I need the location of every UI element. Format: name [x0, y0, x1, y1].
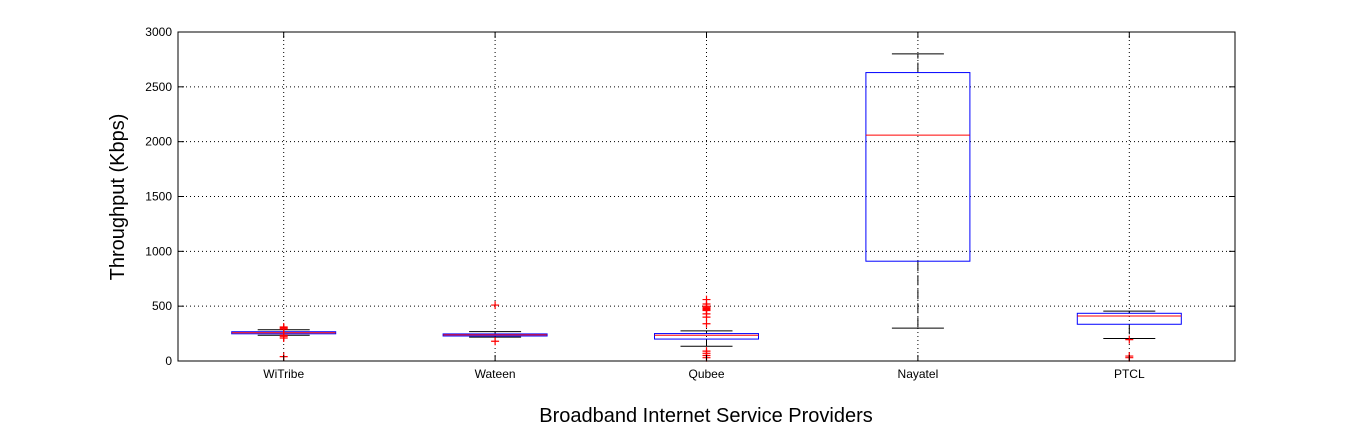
box-series: [231, 53, 1182, 362]
box-wateen: [442, 301, 548, 346]
outlier-point: [1125, 335, 1134, 344]
grid-lines: [178, 32, 1235, 361]
outlier-point: [491, 337, 500, 346]
y-tick-label: 3000: [145, 25, 172, 39]
y-tick-label: 0: [165, 354, 172, 368]
x-tick-label: PTCL: [1114, 367, 1145, 381]
outlier-point: [702, 295, 711, 304]
y-axis-title: Throughput (Kbps): [107, 114, 129, 281]
axis-ticks: 0 500 1000 1500 2000 2500 3000 WiTribe Wateen Qub…: [145, 25, 1235, 381]
x-tick-label: Qubee: [688, 367, 724, 381]
x-tick-label: WiTribe: [263, 367, 304, 381]
y-tick-label: 2500: [145, 80, 172, 94]
y-tick-label: 2000: [145, 135, 172, 149]
outlier-point: [279, 323, 288, 332]
y-tick-label: 1500: [145, 190, 172, 204]
x-tick-label: Wateen: [475, 367, 516, 381]
x-tick-label: Nayatel: [898, 367, 939, 381]
outlier-point: [491, 301, 500, 310]
iqr-box: [1076, 312, 1182, 325]
outlier-point: [702, 347, 711, 356]
box-nayatel: [865, 53, 971, 329]
iqr-box: [865, 72, 971, 262]
x-axis-title: Broadband Internet Service Providers: [539, 405, 873, 426]
iqr-box: [654, 333, 759, 340]
box-ptcl: [1076, 310, 1182, 362]
y-tick-label: 500: [152, 299, 172, 313]
y-tick-label: 1000: [145, 244, 172, 258]
